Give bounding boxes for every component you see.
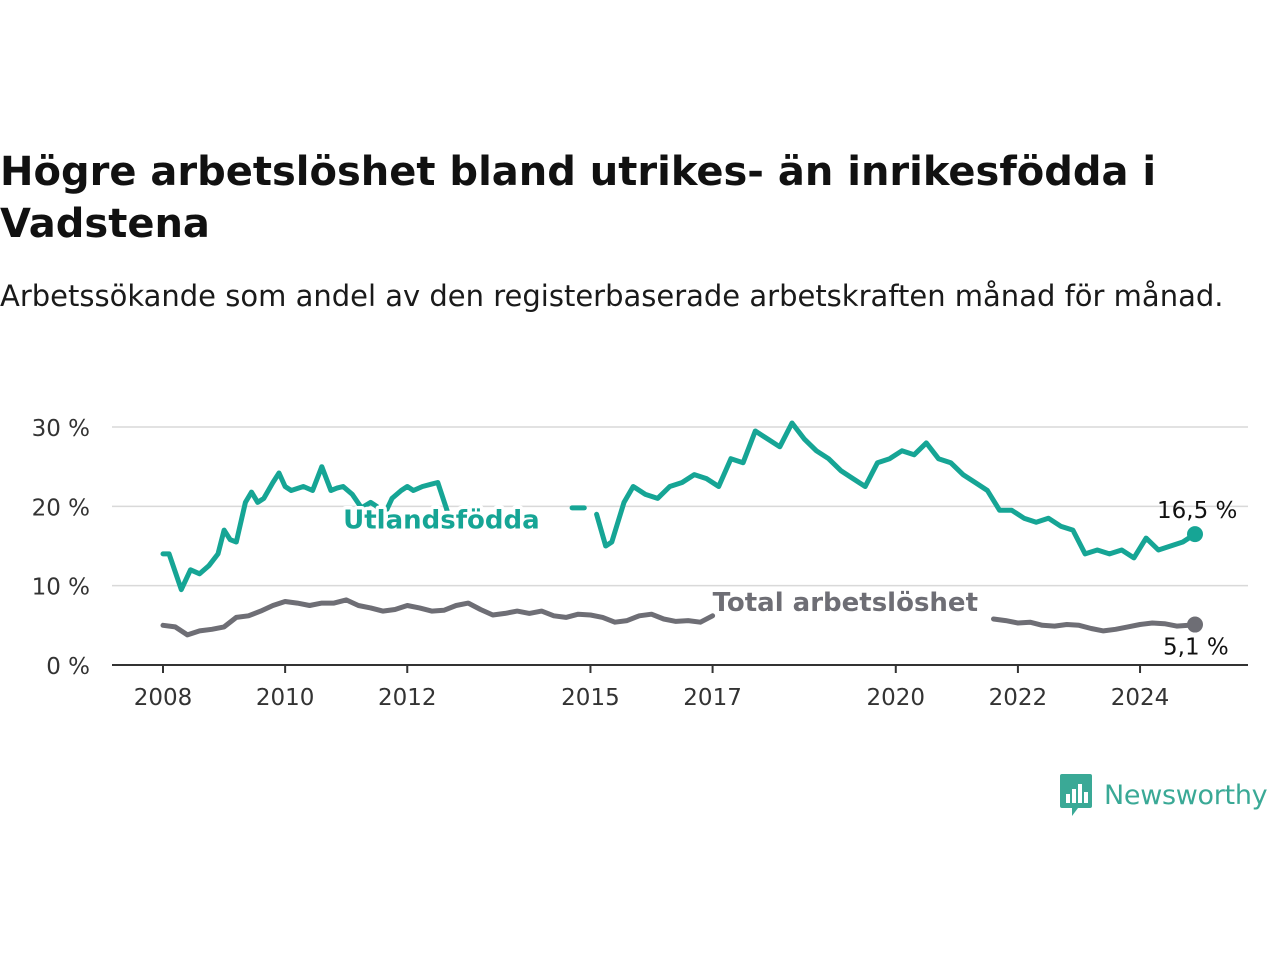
chart-title: Högre arbetslöshet bland utrikes- än inr… bbox=[0, 149, 1157, 247]
series-label-total: Total arbetslöshet bbox=[713, 588, 978, 618]
series-line-total-0 bbox=[160, 597, 716, 638]
brand-name: Newsworthy bbox=[1104, 779, 1268, 811]
end-label-utlandsfodda: 16,5 % bbox=[1157, 498, 1237, 524]
series-labels: 16,5 % 5,1 % Utlandsfödda Total arbetslöshe… bbox=[340, 498, 1238, 661]
newsworthy-logo-icon bbox=[1060, 774, 1092, 816]
chart-subtitle: Arbetssökande som andel av den registerb… bbox=[0, 279, 1224, 313]
x-tick-label: 2008 bbox=[134, 685, 193, 711]
gridlines bbox=[112, 426, 1248, 587]
x-tick-label: 2010 bbox=[256, 685, 315, 711]
x-tick-label: 2015 bbox=[561, 685, 620, 711]
x-tick-label: 2024 bbox=[1111, 685, 1170, 711]
y-tick-label: 10 % bbox=[32, 575, 90, 601]
end-point-utlandsfodda bbox=[1187, 526, 1203, 543]
end-label-total: 5,1 % bbox=[1163, 635, 1229, 661]
newsworthy-brand[interactable]: Newsworthy bbox=[1058, 772, 1268, 818]
y-tick-label: 30 % bbox=[32, 416, 90, 442]
series-line-utlandsfodda-0 bbox=[160, 464, 450, 593]
series-label-utlandsfodda: Utlandsfödda bbox=[343, 506, 540, 536]
x-axis: 2008 2010 2012 2015 2017 2020 2022 2024 bbox=[112, 664, 1248, 711]
y-tick-label: 0 % bbox=[46, 654, 90, 680]
x-tick-label: 2017 bbox=[683, 685, 742, 711]
series-line-total-1 bbox=[991, 616, 1198, 634]
series-line-utlandsfodda-2 bbox=[594, 420, 1198, 561]
y-axis-ticks: 0 % 10 % 20 % 30 % bbox=[32, 416, 90, 680]
end-point-total bbox=[1187, 616, 1203, 633]
x-tick-label: 2020 bbox=[867, 685, 926, 711]
series-lines bbox=[160, 420, 1203, 638]
y-tick-label: 20 % bbox=[32, 495, 90, 521]
x-tick-label: 2022 bbox=[989, 685, 1048, 711]
x-tick-label: 2012 bbox=[378, 685, 437, 711]
